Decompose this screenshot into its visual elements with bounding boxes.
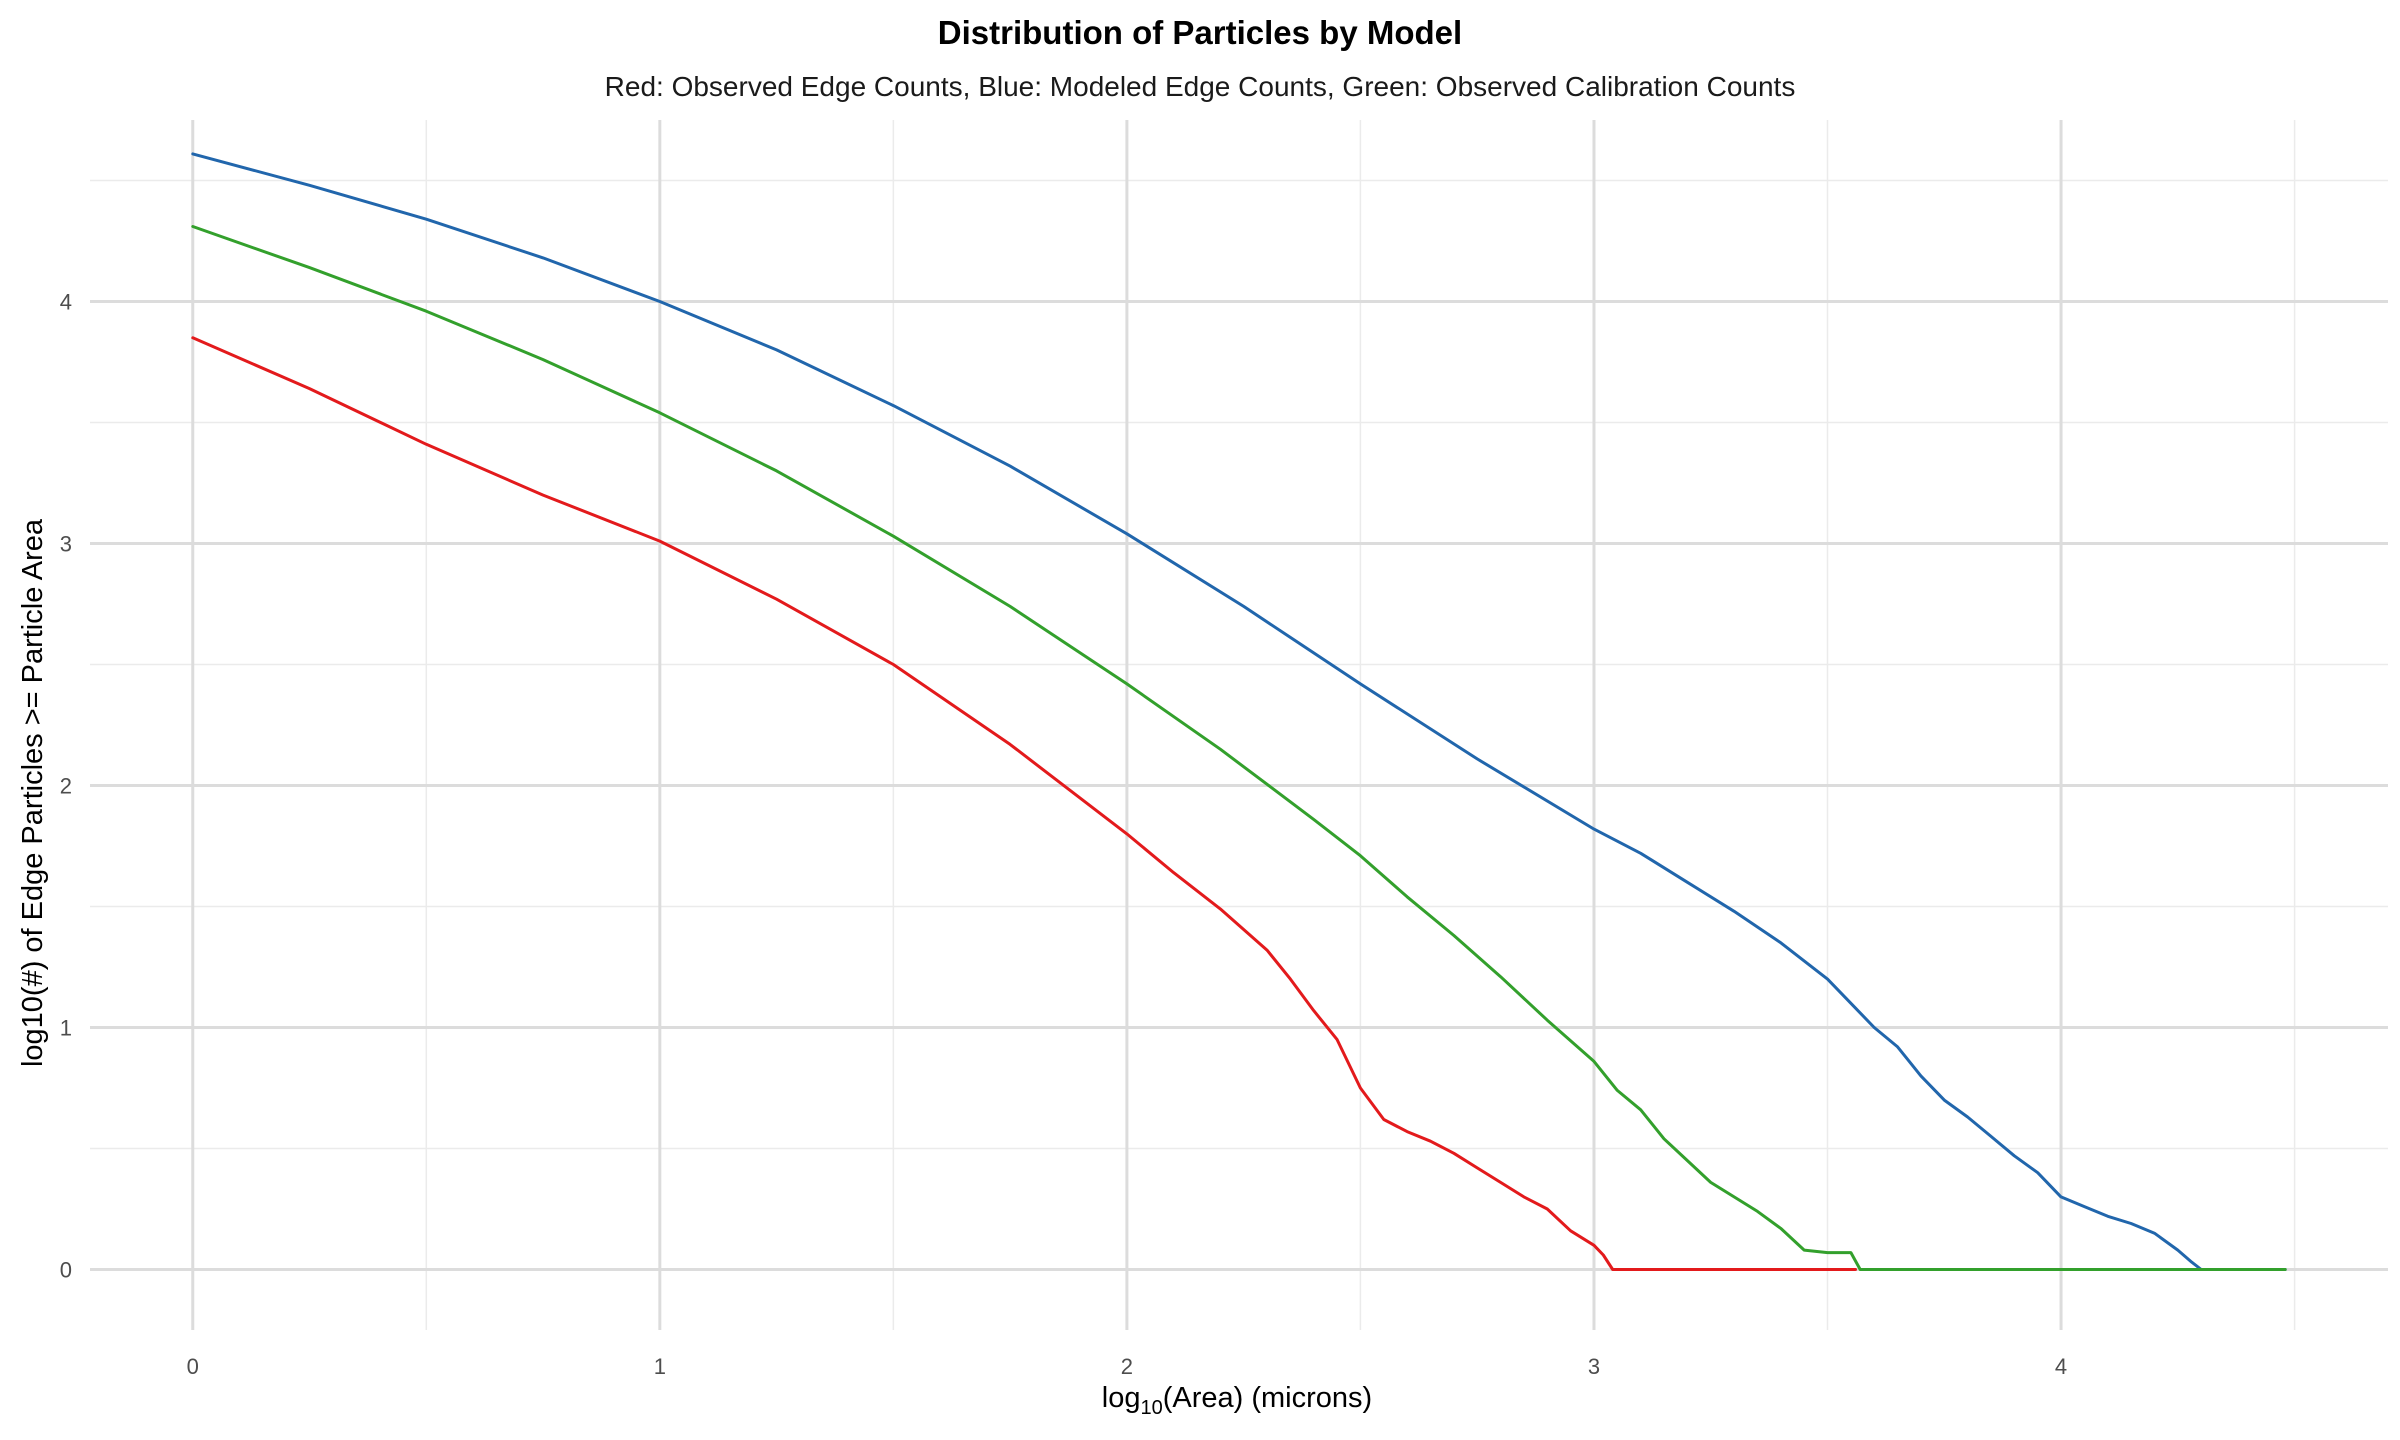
y-tick-label: 2 [60, 774, 72, 799]
x-axis-label-prefix: log [1102, 1382, 1141, 1414]
minor-gridlines [90, 120, 2388, 1330]
series-line-1 [191, 225, 2287, 1271]
x-tick-label: 0 [187, 1354, 199, 1379]
x-axis-label: log10(Area) (microns) [1102, 1382, 1372, 1419]
chart-subtitle: Red: Observed Edge Counts, Blue: Modeled… [605, 71, 1796, 102]
x-tick-label: 4 [2055, 1354, 2067, 1379]
y-axis-label: log10(#) of Edge Particles >= Particle A… [17, 518, 49, 1067]
x-axis-label-suffix: (Area) (microns) [1163, 1382, 1372, 1414]
y-tick-label: 4 [60, 290, 72, 315]
y-tick-label: 3 [60, 532, 72, 557]
y-tick-label: 0 [60, 1258, 72, 1283]
series-line-2 [191, 336, 1857, 1271]
x-tick-label: 3 [1588, 1354, 1600, 1379]
series-lines [191, 152, 2287, 1271]
x-tick-label: 1 [654, 1354, 666, 1379]
major-gridlines [90, 120, 2388, 1330]
y-tick-labels: 0 1 2 3 4 [60, 290, 72, 1283]
series-line-0 [191, 152, 2287, 1271]
x-tick-label: 2 [1121, 1354, 1133, 1379]
chart-title: Distribution of Particles by Model [938, 14, 1462, 51]
x-tick-labels: 0 1 2 3 4 [187, 1354, 2068, 1379]
x-axis-label-subscript: 10 [1140, 1397, 1162, 1419]
y-tick-label: 1 [60, 1016, 72, 1041]
